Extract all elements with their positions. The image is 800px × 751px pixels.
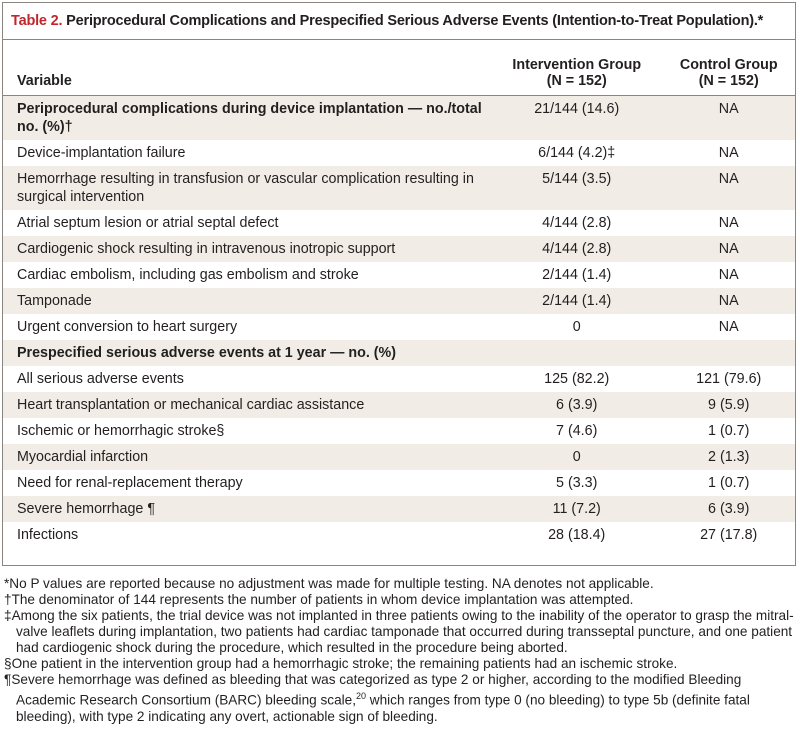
row-label: Cardiac embolism, including gas embolism… (17, 267, 359, 283)
footnote-symbol: * (4, 576, 10, 591)
col-name: Control Group (679, 57, 778, 73)
col-name: Intervention Group (512, 57, 642, 73)
table-row: Hemorrhage resulting in transfusion or v… (3, 166, 795, 210)
table-row: Periprocedural complications during devi… (3, 95, 795, 140)
table-row: Cardiac embolism, including gas embolism… (3, 262, 795, 288)
footnote-text: One patient in the intervention group ha… (11, 656, 678, 671)
col-n: (N = 152) (546, 73, 607, 89)
cell: 0 (491, 444, 663, 470)
col-n: (N = 152) (698, 73, 759, 89)
cell: 2/144 (1.4) (491, 288, 663, 314)
cell: 4/144 (2.8) (542, 215, 612, 231)
cell: 28 (18.4) (548, 527, 606, 543)
table-row: Cardiogenic shock resulting in intraveno… (3, 236, 795, 262)
cell (491, 340, 663, 366)
row-label: Myocardial infarction (3, 444, 491, 470)
table-row: Tamponade 2/144 (1.4) NA (3, 288, 795, 314)
table-body: Periprocedural complications during devi… (3, 95, 795, 549)
cell: NA (662, 166, 795, 210)
footnote: §One patient in the intervention group h… (4, 656, 796, 672)
cell: 5 (3.3) (556, 475, 598, 491)
superscript: 20 (355, 691, 366, 701)
cell (662, 340, 795, 366)
footnote-text: The denominator of 144 represents the nu… (11, 592, 634, 607)
cell: 9 (5.9) (662, 392, 795, 418)
cell: NA (662, 236, 795, 262)
table-row: Atrial septum lesion or atrial septal de… (3, 210, 795, 236)
row-label: All serious adverse events (17, 371, 184, 387)
cell: 2 (1.3) (662, 444, 795, 470)
footnote: *No P values are reported because no adj… (4, 576, 796, 592)
cell: NA (718, 145, 739, 161)
cell: 2/144 (1.4) (542, 267, 612, 283)
cell: NA (718, 319, 739, 335)
row-label: Need for renal-replacement therapy (17, 475, 243, 491)
cell: 121 (79.6) (696, 371, 762, 387)
footnote-text: No P values are reported because no adju… (9, 576, 654, 591)
section-heading: Periprocedural complications during devi… (3, 95, 491, 140)
footnote: ¶Severe hemorrhage was defined as bleedi… (4, 672, 796, 725)
cell: 125 (82.2) (544, 371, 610, 387)
title-text: Periprocedural Complications and Prespec… (66, 13, 764, 29)
row-label: Urgent conversion to heart surgery (17, 319, 238, 335)
table-row: Need for renal-replacement therapy 5 (3.3… (3, 470, 795, 496)
table-row: Myocardial infarction 0 2 (1.3) (3, 444, 795, 470)
section-heading: Prespecified serious adverse events at 1… (3, 340, 491, 366)
footnote-text: Severe hemorrhage was defined as bleedin… (11, 672, 742, 708)
cell: 21/144 (14.6) (491, 95, 663, 140)
cell: 6/144 (4.2)‡ (538, 145, 616, 161)
row-label: Cardiogenic shock resulting in intraveno… (3, 236, 491, 262)
row-label: Severe hemorrhage ¶ (3, 496, 491, 522)
cell: 1 (0.7) (708, 475, 750, 491)
table-row: All serious adverse events 125 (82.2) 121 … (3, 366, 795, 392)
col-header: Variable (3, 40, 491, 96)
cell: NA (718, 215, 739, 231)
row-label: Tamponade (3, 288, 491, 314)
table-label: Table 2. (11, 13, 63, 29)
table-row: Device-implantation failure 6/144 (4.2)‡ N… (3, 140, 795, 166)
table-row: Urgent conversion to heart surgery 0 NA (3, 314, 795, 340)
header-row: Variable Intervention Group (N = 152) Con… (3, 40, 795, 96)
footnote-symbol: ¶ (4, 672, 12, 687)
table-box: Table 2. Periprocedural Complications an… (2, 2, 796, 566)
footnote-text: which ranges from type 0 (no bleeding) t… (16, 692, 750, 724)
row-label: Atrial septum lesion or atrial septal de… (17, 215, 279, 231)
table-row: Ischemic or hemorrhagic stroke§ 7 (4.6) 1 … (3, 418, 795, 444)
table-row: Prespecified serious adverse events at 1… (3, 340, 795, 366)
cell: 27 (17.8) (700, 527, 758, 543)
col-header: Intervention Group (N = 152) (491, 40, 663, 96)
cell: NA (662, 95, 795, 140)
row-label: Infections (17, 527, 79, 543)
cell: 4/144 (2.8) (491, 236, 663, 262)
cell: NA (718, 267, 739, 283)
footnote: †The denominator of 144 represents the n… (4, 592, 796, 608)
cell: 7 (4.6) (556, 423, 598, 439)
footnotes: *No P values are reported because no adj… (4, 576, 796, 725)
cell: 5/144 (3.5) (491, 166, 663, 210)
table-row: Infections 28 (18.4) 27 (17.8) (3, 522, 795, 548)
row-label: Ischemic or hemorrhagic stroke§ (17, 423, 225, 439)
table-row: Severe hemorrhage ¶ 11 (7.2) 6 (3.9) (3, 496, 795, 522)
footnote-symbol: § (4, 656, 12, 671)
table-title: Table 2. Periprocedural Complications an… (3, 3, 795, 40)
footnote-text: Among the six patients, the trial device… (11, 608, 794, 655)
cell: 0 (572, 319, 581, 335)
table: Variable Intervention Group (N = 152) Con… (3, 40, 795, 548)
footnote-symbol: † (4, 592, 12, 607)
cell: 6 (3.9) (491, 392, 663, 418)
row-label: Hemorrhage resulting in transfusion or v… (3, 166, 491, 210)
footnote-symbol: ‡ (4, 608, 12, 623)
cell: 1 (0.7) (708, 423, 750, 439)
col-header: Control Group (N = 152) (662, 40, 795, 96)
footnote: ‡Among the six patients, the trial devic… (4, 608, 796, 656)
cell: 6 (3.9) (662, 496, 795, 522)
row-label: Heart transplantation or mechanical card… (3, 392, 491, 418)
row-label: Device-implantation failure (17, 145, 186, 161)
cell: NA (662, 288, 795, 314)
cell: 11 (7.2) (491, 496, 663, 522)
table-row: Heart transplantation or mechanical card… (3, 392, 795, 418)
